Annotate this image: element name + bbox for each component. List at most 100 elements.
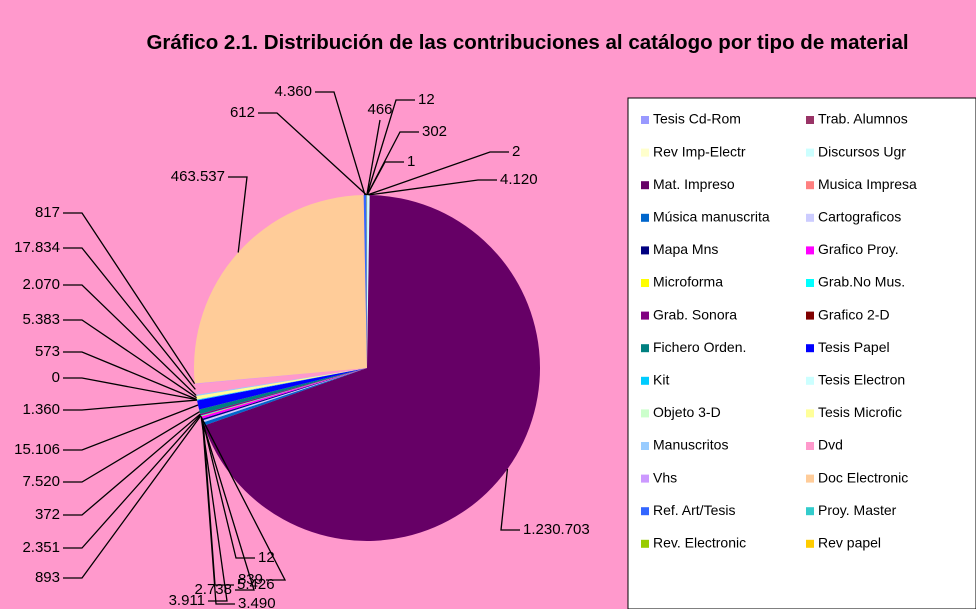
legend-swatch — [806, 246, 814, 255]
leader-line — [200, 417, 228, 602]
leader-line — [201, 421, 235, 605]
legend-swatch — [806, 344, 814, 353]
data-label: 1.360 — [22, 401, 60, 418]
leader-line — [368, 179, 497, 196]
leader-line — [63, 413, 201, 516]
data-label: 2.738 — [194, 581, 232, 598]
legend-swatch — [806, 376, 814, 385]
data-label: 2 — [512, 143, 520, 160]
legend-swatch — [806, 279, 814, 287]
data-label: 5.383 — [22, 311, 60, 328]
pie-slice — [194, 368, 367, 395]
leader-line — [63, 212, 196, 385]
legend-swatch — [806, 442, 814, 450]
pie-slice — [193, 195, 367, 384]
pie-slice — [366, 195, 367, 368]
data-label: 5.426 — [237, 576, 275, 593]
legend-label: Mapa Mns — [653, 241, 718, 257]
leader-line — [63, 377, 198, 401]
data-label: 7.520 — [22, 473, 60, 490]
legend-label: Vhs — [653, 469, 677, 485]
legend-swatch — [641, 279, 649, 287]
legend-swatch — [806, 409, 814, 418]
pie-slice — [197, 368, 367, 410]
legend-label: Rev papel — [818, 535, 881, 551]
data-label: 12 — [418, 91, 435, 108]
pie-slice — [203, 195, 540, 541]
legend-label: Discursos Ugr — [818, 143, 906, 159]
legend-label: Objeto 3-D — [653, 404, 721, 420]
legend-label: Mat. Impreso — [653, 176, 735, 192]
data-label: 466 — [367, 101, 392, 118]
pie-slice — [367, 195, 370, 368]
legend-label: Dvd — [818, 437, 843, 453]
legend-swatch — [806, 116, 814, 124]
legend-label: Grab.No Mus. — [818, 274, 905, 290]
pie-slice — [202, 368, 367, 423]
data-label: 4.120 — [500, 171, 538, 188]
legend-swatch — [641, 311, 649, 320]
data-label: 612 — [230, 104, 255, 121]
leader-line — [201, 419, 255, 591]
legend-label: Manuscritos — [653, 437, 728, 453]
legend-label: Grafico 2-D — [818, 306, 890, 322]
data-label: 463.537 — [171, 168, 225, 185]
pie-slice — [201, 368, 367, 421]
legend-label: Grafico Proy. — [818, 241, 899, 257]
leader-line — [63, 414, 201, 549]
data-label: 15.106 — [14, 441, 60, 458]
data-label: 4.360 — [274, 83, 312, 100]
leader-line — [366, 151, 509, 196]
leader-line — [200, 416, 287, 581]
pie-slice — [200, 368, 367, 416]
legend-label: Rev. Electronic — [653, 535, 746, 551]
data-label: 1 — [407, 153, 415, 170]
leader-line — [228, 176, 248, 253]
legend-swatch — [641, 376, 649, 385]
legend-swatch — [641, 181, 649, 190]
data-label: 12 — [258, 549, 275, 566]
pie-slice — [196, 368, 367, 400]
data-label: 372 — [35, 506, 60, 523]
leader-line — [366, 119, 381, 196]
leader-line — [203, 425, 255, 559]
leader-line — [63, 399, 198, 411]
legend-swatch — [641, 116, 649, 124]
legend-label: Ref. Art/Tesis — [653, 502, 735, 518]
legend-label: Música manuscrita — [653, 209, 770, 225]
legend-label: Musica Impresa — [818, 176, 917, 192]
pie-slice — [363, 195, 367, 368]
leader-line — [63, 247, 196, 390]
legend-box — [627, 97, 976, 609]
legend-label: Proy. Master — [818, 502, 897, 518]
legend-swatch — [641, 507, 649, 516]
legend-swatch — [806, 213, 814, 222]
legend-swatch — [806, 539, 814, 548]
legend-label: Fichero Orden. — [653, 339, 746, 355]
legend-swatch — [641, 539, 649, 548]
data-label: 817 — [35, 204, 60, 221]
legend-label: Microforma — [653, 274, 723, 290]
leader-line — [63, 284, 197, 396]
legend-swatch — [806, 181, 814, 190]
legend-swatch — [641, 474, 649, 483]
legend-swatch — [641, 213, 649, 222]
data-label: 2.070 — [22, 276, 60, 293]
legend-label: Grab. Sonora — [653, 306, 737, 322]
data-label: 3.490 — [238, 595, 276, 609]
leader-line — [366, 99, 415, 196]
legend-swatch — [806, 148, 814, 157]
data-label: 573 — [35, 343, 60, 360]
leader-line — [63, 319, 197, 399]
legend-label: Tesis Microfic — [818, 404, 902, 420]
legend-swatch — [806, 311, 814, 320]
leader-line — [63, 415, 202, 579]
legend-label: Rev Imp-Electr — [653, 143, 746, 159]
data-label: 17.834 — [14, 239, 60, 256]
legend-swatch — [641, 409, 649, 418]
data-label: 839 — [238, 571, 263, 588]
legend-swatch — [641, 344, 649, 353]
legend-swatch — [806, 474, 814, 483]
